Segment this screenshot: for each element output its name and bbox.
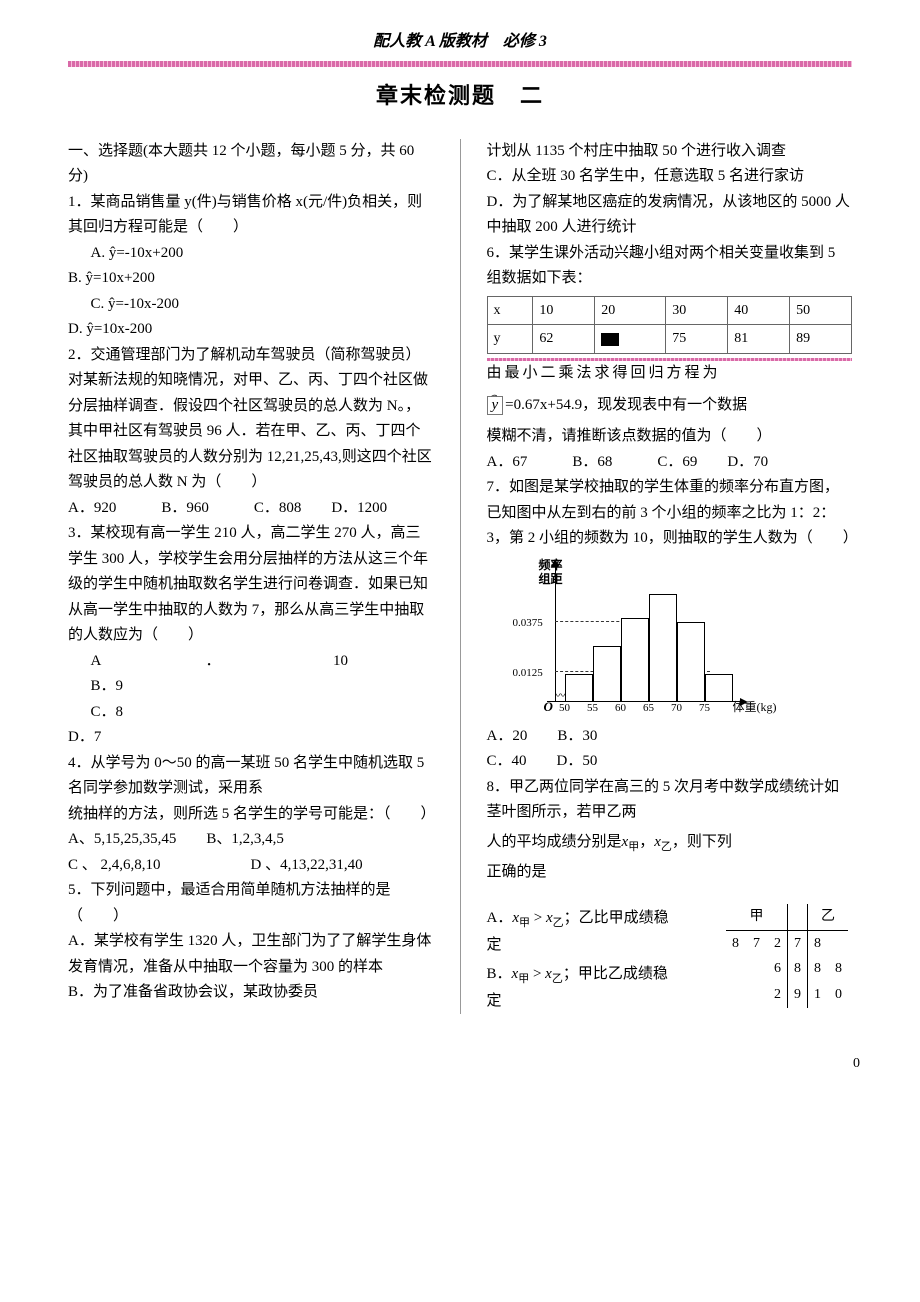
chapter-title: 章末检测题 二	[68, 77, 852, 114]
xtick-label: 55	[587, 699, 598, 718]
page-number: 0	[0, 1052, 920, 1076]
q6-table: x 10 20 30 40 50 y 62 75 81 89	[487, 296, 853, 355]
histogram-bar	[705, 674, 733, 702]
q7-choices-2: C．40 D．50	[487, 749, 853, 775]
q6-eq-text: =0.67x+54.9，现发现表中有一个数据	[505, 397, 747, 413]
leaf-left: 2	[726, 982, 788, 1008]
cell: 40	[728, 296, 790, 325]
histogram-bar	[565, 674, 593, 702]
cell: 62	[533, 325, 595, 354]
q8-stem-2: 人的平均成绩分别是x甲，x乙，则下列	[487, 830, 853, 857]
q8-stem-3: 正确的是	[487, 860, 853, 886]
q3-stem: 3．某校现有高一学生 210 人，高二学生 270 人，高三学生 300 人，学…	[68, 521, 434, 649]
q8-stem: 8．甲乙两位同学在高三的 5 次月考中数学成绩统计如茎叶图所示，若甲乙两	[487, 775, 853, 826]
histogram-bar	[677, 622, 705, 702]
xtick-label: 70	[671, 699, 682, 718]
section-heading: 一、选择题(本大题共 12 个小题，每小题 5 分，共 60 分)	[68, 139, 434, 190]
leaf-right: 8	[808, 930, 849, 956]
q7-histogram: 频率组距 O 〰 体重(kg) 0.0375 0.0125 5055606570…	[517, 560, 747, 720]
table-row: y 62 75 81 89	[487, 325, 852, 354]
stemleaf-row: 8 7 2 7 8	[726, 930, 848, 956]
q7-choices-1: A．20 B．30	[487, 724, 853, 750]
histogram-bar	[593, 646, 621, 702]
xtick-label: 65	[643, 699, 654, 718]
q5-choice-d: D．为了解某地区癌症的发病情况，从该地区的 5000 人中抽取 200 人进行统…	[487, 190, 853, 241]
q7-stem: 7．如图是某学校抽取的学生体重的频率分布直方图，已知图中从左到右的前 3 个小组…	[487, 475, 853, 552]
xtick-label: 75	[699, 699, 710, 718]
histogram-bar	[621, 618, 649, 702]
q5-stem: 5．下列问题中，最适合用简单随机方法抽样的是（ ）	[68, 878, 434, 929]
cell: 20	[595, 296, 666, 325]
leaf-right: 1 0	[808, 982, 849, 1008]
q5-choice-b: B．为了准备省政协会议，某政协委员	[68, 980, 434, 1006]
cell: 75	[666, 325, 728, 354]
left-column: 一、选择题(本大题共 12 个小题，每小题 5 分，共 60 分) 1．某商品销…	[68, 139, 434, 1015]
origin-label: O	[544, 696, 553, 718]
ytick-label: 0.0125	[513, 664, 543, 683]
stem-cell: 9	[788, 982, 808, 1008]
blurred-cell	[601, 333, 619, 346]
right-column: 计划从 1135 个村庄中抽取 50 个进行收入调查 C．从全班 30 名学生中…	[487, 139, 853, 1015]
header-divider	[68, 61, 852, 67]
column-divider	[460, 139, 461, 1015]
q3-choice-a: A ． 10	[68, 649, 434, 675]
cell: x	[487, 296, 533, 325]
q1-choice-d: D. ŷ=10x-200	[68, 317, 434, 343]
y-axis	[555, 564, 556, 702]
q1-choice-c: C. ŷ=-10x-200	[68, 292, 434, 318]
cell: y	[487, 325, 533, 354]
q4-stem-2: 统抽样的方法，则所选 5 名学生的学号可能是：（ ）	[68, 802, 434, 828]
cell: 10	[533, 296, 595, 325]
stem-cell: 7	[788, 930, 808, 956]
q6-stem: 6．某学生课外活动兴趣小组对两个相关变量收集到 5 组数据如下表：	[487, 241, 853, 292]
q4-choices-1: A、5,15,25,35,45 B、1,2,3,4,5	[68, 827, 434, 853]
cell: 30	[666, 296, 728, 325]
q6-choices: A．67 B．68 C．69 D．70	[487, 450, 853, 476]
q6-after2: 模糊不清，请推断该点数据的值为（ ）	[487, 424, 853, 450]
table-row: x 10 20 30 40 50	[487, 296, 852, 325]
q6-eq: y=0.67x+54.9，现发现表中有一个数据	[487, 393, 853, 419]
q4-stem: 4．从学号为 0～50 的高一某班 50 名学生中随机选取 5 名同学参加数学测…	[68, 751, 434, 802]
q2-choices: A．920 B．960 C．808 D．1200	[68, 496, 434, 522]
q3-choice-d: D．7	[68, 725, 434, 751]
cell	[595, 325, 666, 354]
q4-choices-2: C 、 2,4,6,8,10 D 、4,13,22,31,40	[68, 853, 434, 879]
stemleaf-row: 2 9 1 0	[726, 982, 848, 1008]
q2-stem: 2．交通管理部门为了解机动车驾驶员（简称驾驶员）对某新法规的知晓情况，对甲、乙、…	[68, 343, 434, 496]
xtick-label: 50	[559, 699, 570, 718]
leaf-right: 8 8	[808, 956, 849, 982]
xtick-label: 60	[615, 699, 626, 718]
stemleaf-row: 6 8 8 8	[726, 956, 848, 982]
ytick-label: 0.0375	[513, 614, 543, 633]
q5-choice-a: A．某学校有学生 1320 人，卫生部门为了了解学生身体发育情况，准备从中抽取一…	[68, 929, 434, 980]
xaxis-label: 体重(kg)	[733, 697, 777, 717]
q1-stem: 1．某商品销售量 y(件)与销售价格 x(元/件)负相关，则其回归方程可能是（ …	[68, 190, 434, 241]
header-right: 乙	[808, 904, 849, 930]
histogram-bar	[649, 594, 677, 702]
q6-after: 由最小二乘法求得回归方程为	[487, 361, 853, 387]
header-stem	[788, 904, 808, 930]
book-header: 配人教 A 版教材 必修 3	[68, 28, 852, 55]
header-left: 甲	[726, 904, 788, 930]
cell: 89	[790, 325, 852, 354]
q3-choice-c: C．8	[68, 700, 434, 726]
stem-leaf-plot: 甲 乙 8 7 2 7 8 6 8 8 8 2 9 1 0	[726, 904, 848, 1008]
q1-choice-b: B. ŷ=10x+200	[68, 266, 434, 292]
cell: 50	[790, 296, 852, 325]
q5-b-cont: 计划从 1135 个村庄中抽取 50 个进行收入调查	[487, 139, 853, 165]
stemleaf-header: 甲 乙	[726, 904, 848, 930]
q3-choice-b: B．9	[68, 674, 434, 700]
yhat-symbol: y	[487, 396, 504, 415]
stem-cell: 8	[788, 956, 808, 982]
q1-choice-a: A. ŷ=-10x+200	[68, 241, 434, 267]
leaf-left: 8 7 2	[726, 930, 788, 956]
cell: 81	[728, 325, 790, 354]
leaf-left: 6	[726, 956, 788, 982]
q5-choice-c: C．从全班 30 名学生中，任意选取 5 名进行家访	[487, 164, 853, 190]
